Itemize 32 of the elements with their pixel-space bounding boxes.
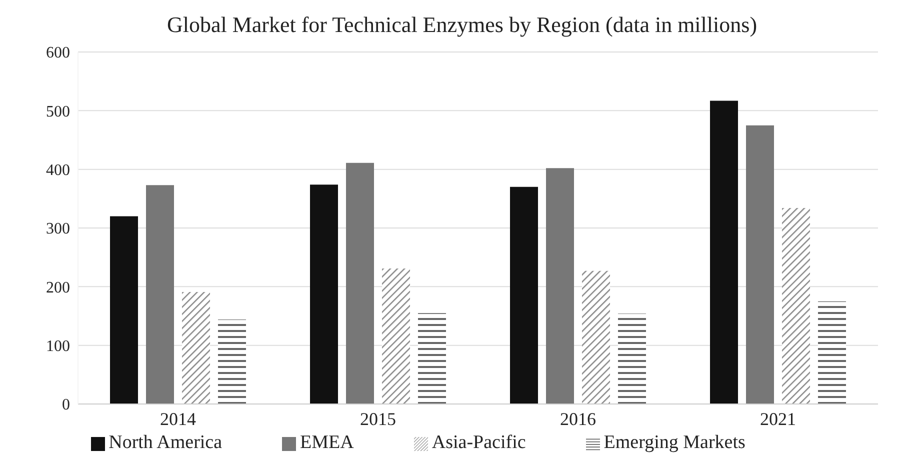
- x-tick-label: 2021: [760, 408, 796, 429]
- bar: [182, 292, 210, 404]
- chart-title: Global Market for Technical Enzymes by Region (data in millions): [166, 11, 758, 39]
- y-tick-label: 0: [62, 396, 70, 414]
- x-tick-label: 2015: [360, 408, 396, 429]
- bar: [146, 185, 174, 404]
- y-tick-label: 500: [46, 103, 70, 120]
- bar: [782, 208, 810, 404]
- bar: [510, 186, 538, 404]
- y-tick-label: 300: [46, 220, 70, 238]
- x-tick-label: 2016: [560, 408, 596, 429]
- bar: [618, 314, 646, 404]
- bar: [546, 168, 574, 404]
- legend-label: EMEA: [300, 432, 354, 453]
- bar: [110, 216, 138, 404]
- x-tick-label: 2014: [160, 408, 196, 429]
- bar: [818, 301, 846, 404]
- y-tick-label: 600: [46, 44, 70, 62]
- bar: [346, 162, 374, 404]
- legend-label: Emerging Markets: [604, 432, 746, 453]
- bar: [310, 184, 338, 404]
- y-tick-label: 200: [46, 279, 70, 296]
- y-tick-label: 400: [46, 162, 70, 180]
- y-tick-label: 100: [46, 338, 70, 356]
- bar: [746, 125, 774, 404]
- bar: [418, 313, 446, 404]
- bar: [710, 100, 738, 404]
- bar: [218, 320, 246, 404]
- bar: [582, 270, 610, 404]
- legend-label: Asia-Pacific: [432, 432, 526, 453]
- bar: [382, 268, 410, 404]
- legend-label: North America: [108, 432, 222, 453]
